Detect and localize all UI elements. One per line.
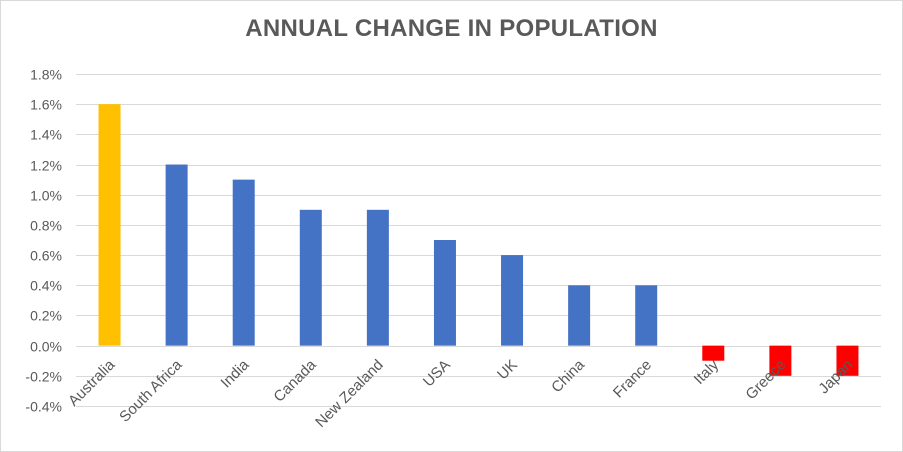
y-tick-label: 0.2%	[30, 308, 62, 324]
bar-italy	[702, 345, 725, 361]
bar-uk	[501, 255, 524, 346]
x-tick-label: Canada	[270, 356, 320, 406]
y-tick-label: 1.6%	[30, 97, 62, 113]
x-tick-label: USA	[420, 356, 454, 390]
bar-japan	[836, 345, 859, 376]
y-tick-label: 1.8%	[30, 67, 62, 83]
y-tick-label: 1.2%	[30, 158, 62, 174]
bar-australia	[98, 104, 121, 346]
y-tick-label: -0.2%	[25, 369, 62, 385]
bar-south-africa	[165, 164, 188, 346]
y-tick-label: 0.0%	[30, 339, 62, 355]
bar-canada	[299, 209, 322, 346]
x-tick-label: India	[218, 356, 253, 391]
x-tick-label: France	[610, 356, 655, 401]
y-tick-label: 1.0%	[30, 188, 62, 204]
bar-china	[568, 285, 591, 346]
y-tick-label: 1.4%	[30, 127, 62, 143]
bar-new-zealand	[366, 209, 389, 346]
x-tick-label: Australia	[65, 356, 119, 410]
bar-greece	[769, 345, 792, 376]
chart-title: ANNUAL CHANGE IN POPULATION	[245, 15, 658, 42]
bar-india	[232, 179, 255, 346]
x-tick-label: Greece	[742, 356, 789, 403]
bar-usa	[433, 240, 456, 346]
y-tick-label: 0.6%	[30, 248, 62, 264]
x-tick-label: UK	[494, 356, 521, 383]
x-tick-label: Italy	[691, 356, 723, 388]
y-tick-label: 0.8%	[30, 218, 62, 234]
x-tick-label: South Africa	[116, 356, 186, 426]
bar-france	[635, 285, 658, 346]
y-tick-label: 0.4%	[30, 278, 62, 294]
x-tick-label: New Zealand	[312, 356, 387, 431]
y-tick-label: -0.4%	[25, 399, 62, 415]
